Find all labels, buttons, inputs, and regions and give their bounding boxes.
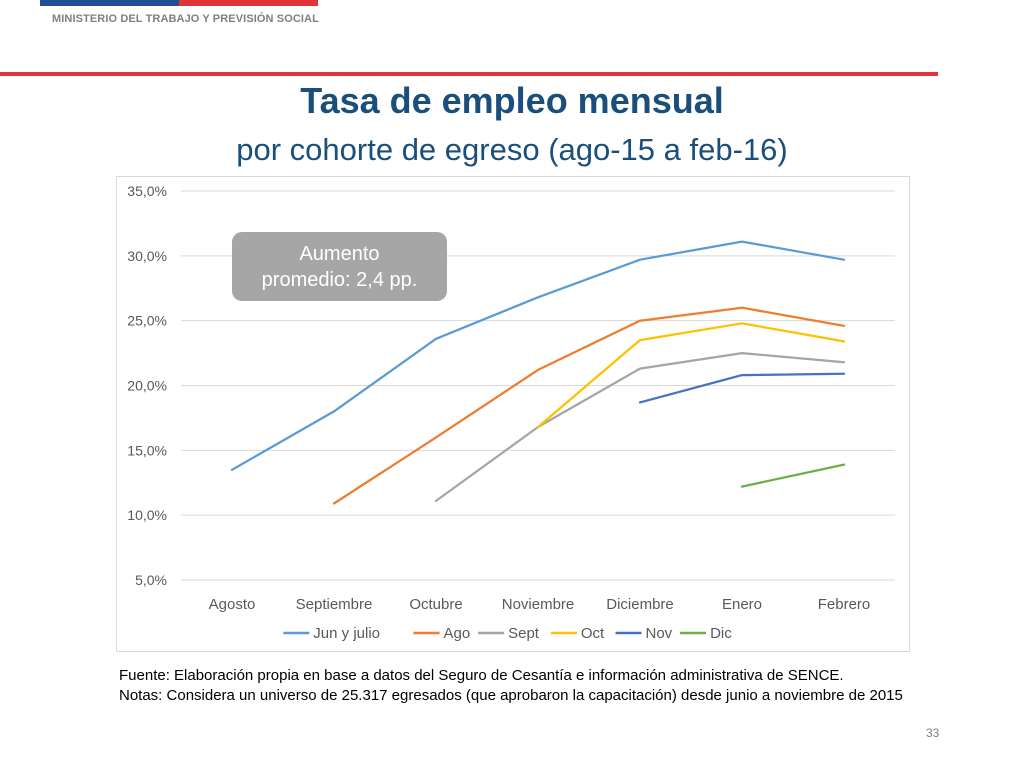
y-tick-label: 25,0% bbox=[127, 313, 167, 329]
legend-label: Jun y julio bbox=[313, 625, 380, 642]
slide-subtitle: por cohorte de egreso (ago-15 a feb-16) bbox=[236, 132, 788, 167]
x-tick-label: Noviembre bbox=[502, 596, 575, 613]
legend-label: Ago bbox=[444, 625, 471, 642]
title-divider bbox=[0, 72, 938, 76]
y-tick-label: 15,0% bbox=[127, 442, 167, 458]
annotation-callout: Aumento promedio: 2,4 pp. bbox=[232, 232, 447, 301]
ministry-name: MINISTERIO DEL TRABAJO Y PREVISIÓN SOCIA… bbox=[52, 13, 319, 25]
y-tick-label: 35,0% bbox=[127, 183, 167, 199]
series-line bbox=[230, 240, 846, 471]
annotation-line1: Aumento bbox=[299, 242, 380, 265]
header-stripe bbox=[40, 0, 318, 6]
notes-text: Notas: Considera un universo de 25.317 e… bbox=[119, 687, 903, 704]
footnotes: Fuente: Elaboración propia en base a dat… bbox=[119, 666, 939, 706]
series-line bbox=[638, 372, 846, 404]
series-line bbox=[332, 306, 846, 505]
y-tick-label: 30,0% bbox=[127, 248, 167, 264]
x-tick-label: Octubre bbox=[409, 596, 462, 613]
stripe-red bbox=[179, 0, 318, 6]
series-line bbox=[434, 351, 846, 503]
series-line bbox=[740, 463, 846, 488]
y-tick-label: 5,0% bbox=[135, 572, 167, 588]
slide-title: Tasa de empleo mensual bbox=[300, 80, 724, 121]
x-tick-label: Septiembre bbox=[296, 596, 373, 613]
annotation-line2: promedio: 2,4 pp. bbox=[261, 268, 418, 291]
y-tick-label: 20,0% bbox=[127, 378, 167, 394]
x-tick-label: Diciembre bbox=[606, 596, 674, 613]
x-tick-label: Enero bbox=[722, 596, 762, 613]
stripe-blue bbox=[40, 0, 179, 6]
x-tick-label: Agosto bbox=[209, 596, 256, 613]
line-chart: 5,0% 10,0% 15,0% 20,0% 25,0% 30,0% 35,0% Agosto… bbox=[127, 183, 895, 642]
source-note: Fuente: Elaboración propia en base a dat… bbox=[119, 667, 844, 684]
y-tick-label: 10,0% bbox=[127, 507, 167, 523]
legend-label: Dic bbox=[710, 625, 732, 642]
series-line bbox=[536, 322, 846, 429]
page-number: 33 bbox=[926, 726, 940, 740]
legend-label: Nov bbox=[646, 625, 673, 642]
legend-label: Oct bbox=[581, 625, 605, 642]
legend-label: Sept bbox=[508, 625, 540, 642]
x-tick-label: Febrero bbox=[818, 596, 871, 613]
